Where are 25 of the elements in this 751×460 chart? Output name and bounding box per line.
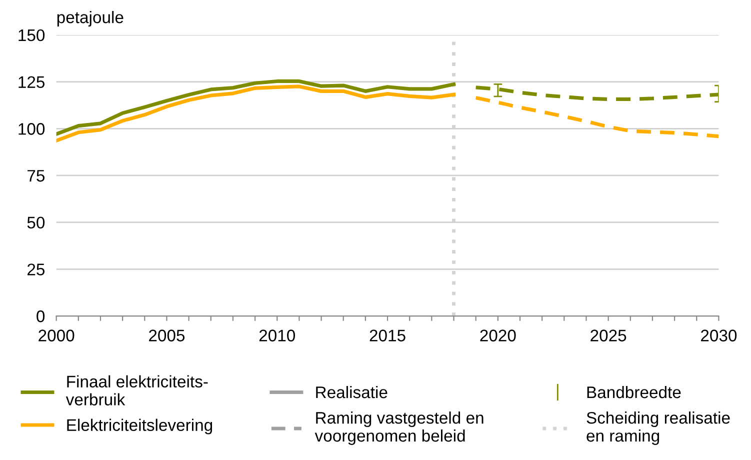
legend-label: Elektriciteitslevering: [67, 418, 212, 434]
y-tick-label: 75: [28, 170, 45, 182]
y-tick-label: 150: [18, 29, 45, 42]
x-tick-label: 2010: [259, 330, 296, 342]
text: Bandbreedte: [587, 386, 681, 398]
line-series: [56, 84, 456, 142]
x-tick-label: 2025: [590, 330, 626, 342]
text: Raming vastgesteld en voorgenomen beleid: [314, 412, 484, 445]
x-tick-label: 2000: [38, 330, 74, 342]
line-series: [474, 86, 719, 102]
x-tick-label: 2030: [701, 330, 737, 342]
y-tick-label: 0: [36, 310, 45, 322]
y-tick-label: 125: [18, 76, 45, 88]
y-axis-title: petajoule: [57, 10, 124, 27]
line-series: [56, 79, 456, 136]
text: Realisatie: [316, 386, 388, 398]
x-tick-label: 2015: [370, 330, 406, 342]
y-tick-label: 100: [18, 123, 45, 135]
legend-label: Finaal elektriciteits- verbruik: [66, 375, 208, 406]
line-series: [474, 96, 719, 138]
y-tick-label: 50: [27, 216, 45, 229]
x-tick-label: 2005: [149, 330, 185, 342]
y-tick-label: 25: [28, 264, 45, 276]
legend-label: Scheiding realisatie en raming: [586, 412, 730, 445]
x-tick-label: 2020: [480, 330, 516, 342]
